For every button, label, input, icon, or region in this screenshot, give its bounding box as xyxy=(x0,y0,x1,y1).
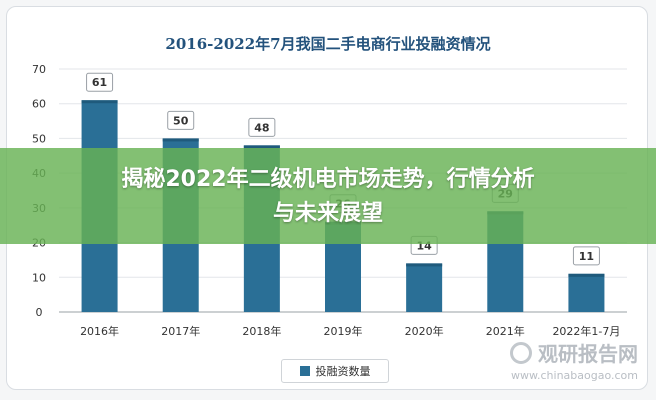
headline-line-1: 揭秘2022年二级机电市场走势，行情分析 xyxy=(121,167,535,192)
data-label-box xyxy=(572,246,600,266)
legend-label: 投融资数量 xyxy=(315,365,371,378)
bar-cap xyxy=(243,145,280,149)
bar-cap xyxy=(406,263,443,267)
y-tick-label: 60 xyxy=(32,98,46,111)
legend: 投融资数量 xyxy=(281,359,389,383)
data-label: 50 xyxy=(173,114,189,127)
y-tick-label: 50 xyxy=(32,132,46,145)
bar xyxy=(406,263,443,312)
headline-banner xyxy=(0,148,656,244)
bar xyxy=(568,273,605,312)
data-label: 61 xyxy=(92,76,107,89)
x-tick-label: 2019年 xyxy=(324,324,363,338)
magnifier-logo-icon xyxy=(510,341,532,364)
data-label-box xyxy=(86,72,114,92)
watermark: 观研报告网 www.chinabaogao.com xyxy=(510,338,638,382)
x-tick-label: 2022年1-7月 xyxy=(552,324,620,338)
y-tick-label: 70 xyxy=(32,63,46,76)
watermark-brand: 观研报告网 xyxy=(538,342,638,366)
x-tick-label: 2018年 xyxy=(242,324,281,338)
headline: 揭秘2022年二级机电市场走势，行情分析 与未来展望 xyxy=(0,163,656,231)
bar-cap xyxy=(568,273,605,277)
headline-line-2: 与未来展望 xyxy=(272,201,383,226)
x-tick-label: 2017年 xyxy=(161,324,200,338)
x-tick-label: 2021年 xyxy=(486,324,525,338)
bar-cap xyxy=(81,100,118,104)
y-tick-label: 10 xyxy=(32,271,46,284)
data-label: 11 xyxy=(579,250,594,263)
x-tick-label: 2020年 xyxy=(405,324,444,338)
watermark-logo: 观研报告网 xyxy=(510,338,638,367)
data-label: 48 xyxy=(254,121,269,134)
data-label-box xyxy=(167,110,195,130)
legend-swatch xyxy=(299,366,310,376)
data-label-box xyxy=(248,117,276,137)
watermark-url: www.chinabaogao.com xyxy=(511,368,638,382)
bar-cap xyxy=(162,138,199,142)
x-tick-label: 2016年 xyxy=(80,324,119,338)
chart-title: 2016-2022年7月我国二手电商行业投融资情况 xyxy=(165,35,491,53)
y-tick-label: 0 xyxy=(36,306,43,319)
